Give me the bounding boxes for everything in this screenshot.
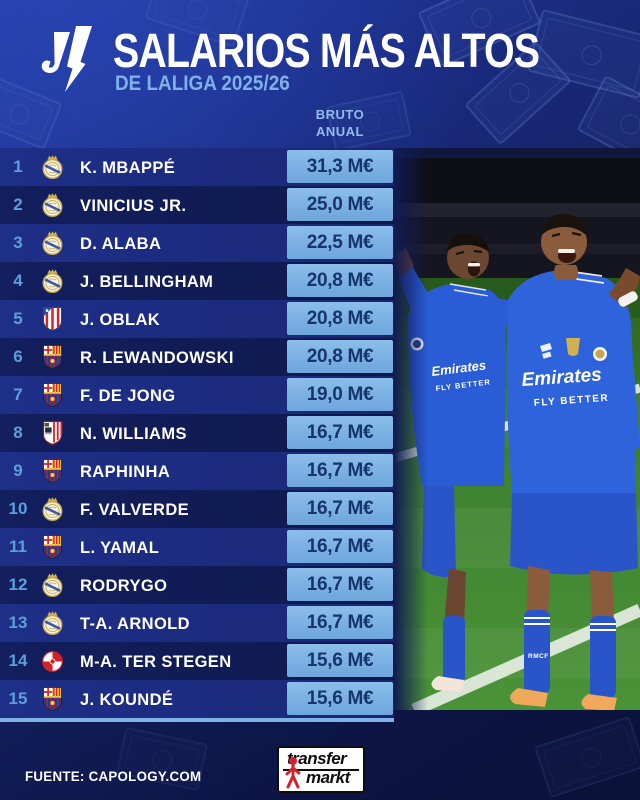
salary-value: 16,7 M€ [287, 530, 393, 563]
salary-value: 20,8 M€ [287, 264, 393, 297]
rank-number: 15 [8, 689, 28, 708]
real-madrid-crest-icon [41, 154, 64, 180]
transfermarkt-logo-rule [283, 769, 359, 771]
rank-number: 8 [13, 423, 23, 442]
rank-number: 1 [13, 157, 23, 176]
table-row: 13 T-A. ARNOLD 16,7 M€ [0, 604, 394, 642]
transfermarkt-logo-text: transfer [287, 749, 347, 768]
column-header-bruto-anual: BRUTO ANUAL [315, 107, 365, 139]
table-row: 10 F. VALVERDE 16,7 M€ [0, 490, 394, 528]
player-name: RODRYGO [80, 576, 168, 595]
table-bottom-border [0, 718, 394, 722]
transfermarkt-logo: transfer markt [277, 746, 365, 793]
player-name: L. YAMAL [80, 538, 160, 557]
table-row: 15 J. KOUNDÉ 15,6 M€ [0, 680, 394, 718]
page-title: SALARIOS MÁS ALTOS [113, 25, 540, 78]
salary-value: 20,8 M€ [287, 302, 393, 335]
real-madrid-crest-icon [41, 230, 64, 256]
player-name: N. WILLIAMS [80, 424, 187, 443]
table-row: 11 L. YAMAL 16,7 M€ [0, 528, 394, 566]
player-name: F. VALVERDE [80, 500, 190, 519]
barcelona-crest-icon [41, 382, 64, 408]
salary-value: 16,7 M€ [287, 416, 393, 449]
girona-crest-icon [41, 648, 64, 674]
player-name: R. LEWANDOWSKI [80, 348, 234, 367]
player-name: J. OBLAK [80, 310, 161, 329]
rank-number: 5 [13, 309, 23, 328]
banknote-pattern [534, 715, 640, 799]
rank-number: 14 [8, 651, 28, 670]
barcelona-crest-icon [41, 686, 64, 712]
table-row: 8 N. WILLIAMS 16,7 M€ [0, 414, 394, 452]
player-name: VINICIUS JR. [80, 196, 187, 215]
real-madrid-crest-icon [41, 572, 64, 598]
salary-value: 15,6 M€ [287, 644, 393, 677]
real-madrid-crest-icon [41, 496, 64, 522]
salary-value: 25,0 M€ [287, 188, 393, 221]
salary-value: 20,8 M€ [287, 340, 393, 373]
svg-text:RMCF: RMCF [528, 653, 549, 660]
table-row: 6 R. LEWANDOWSKI 20,8 M€ [0, 338, 394, 376]
athletic-club-crest-icon [41, 420, 64, 446]
salary-value: 31,3 M€ [287, 150, 393, 183]
real-madrid-crest-icon [41, 610, 64, 636]
table-row: 3 D. ALABA 22,5 M€ [0, 224, 394, 262]
barcelona-crest-icon [41, 458, 64, 484]
salary-value: 16,7 M€ [287, 454, 393, 487]
real-madrid-crest-icon [41, 192, 64, 218]
rank-number: 9 [13, 461, 23, 480]
table-row: 14 M-A. TER STEGEN 15,6 M€ [0, 642, 394, 680]
rank-number: 4 [13, 271, 23, 290]
salary-value: 22,5 M€ [287, 226, 393, 259]
player-mbappe: Emirates FLY BETTER RMCF [430, 213, 640, 710]
page-subtitle: DE LALIGA 2025/26 [115, 72, 290, 95]
player-name: J. BELLINGHAM [80, 272, 214, 291]
table-row: 9 RAPHINHA 16,7 M€ [0, 452, 394, 490]
player-name: J. KOUNDÉ [80, 690, 174, 709]
table-row: 2 VINICIUS JR. 25,0 M€ [0, 186, 394, 224]
rank-number: 13 [8, 613, 28, 632]
salary-value: 16,7 M€ [287, 568, 393, 601]
rank-number: 12 [8, 575, 28, 594]
salary-value: 16,7 M€ [287, 492, 393, 525]
salary-table: 1 K. MBAPPÉ 31,3 M€ 2 VINICIUS JR. 25,0 … [0, 148, 394, 718]
player-name: M-A. TER STEGEN [80, 652, 232, 671]
table-row: 7 F. DE JONG 19,0 M€ [0, 376, 394, 414]
transfermarkt-logo-text: markt [306, 768, 350, 787]
rank-number: 6 [13, 347, 23, 366]
atletico-madrid-crest-icon [41, 306, 64, 332]
barcelona-crest-icon [41, 534, 64, 560]
rank-number: 11 [9, 537, 27, 556]
salary-value: 15,6 M€ [287, 682, 393, 715]
table-row: 1 K. MBAPPÉ 31,3 M€ [0, 148, 394, 186]
source-credit: FUENTE: CAPOLOGY.COM [25, 768, 202, 784]
laliga-logo-icon [41, 26, 92, 92]
rank-number: 10 [8, 499, 28, 518]
rank-number: 2 [13, 195, 23, 214]
salary-value: 19,0 M€ [287, 378, 393, 411]
player-name: RAPHINHA [80, 462, 171, 481]
rank-number: 7 [13, 385, 23, 404]
player-name: T-A. ARNOLD [80, 614, 190, 633]
svg-text:Emirates: Emirates [431, 357, 487, 379]
table-row: 12 RODRYGO 16,7 M€ [0, 566, 394, 604]
player-vinicius: Emirates FLY BETTER [394, 233, 507, 692]
table-row: 5 J. OBLAK 20,8 M€ [0, 300, 394, 338]
player-name: K. MBAPPÉ [80, 158, 176, 177]
celebration-photo: Emirates FLY BETTER [394, 148, 640, 710]
barcelona-crest-icon [41, 344, 64, 370]
table-row: 4 J. BELLINGHAM 20,8 M€ [0, 262, 394, 300]
transfermarkt-mascot-icon [285, 757, 301, 789]
svg-text:FLY BETTER: FLY BETTER [533, 393, 609, 409]
player-name: F. DE JONG [80, 386, 176, 405]
salary-value: 16,7 M€ [287, 606, 393, 639]
player-name: D. ALABA [80, 234, 162, 253]
rank-number: 3 [13, 233, 23, 252]
real-madrid-crest-icon [41, 268, 64, 294]
